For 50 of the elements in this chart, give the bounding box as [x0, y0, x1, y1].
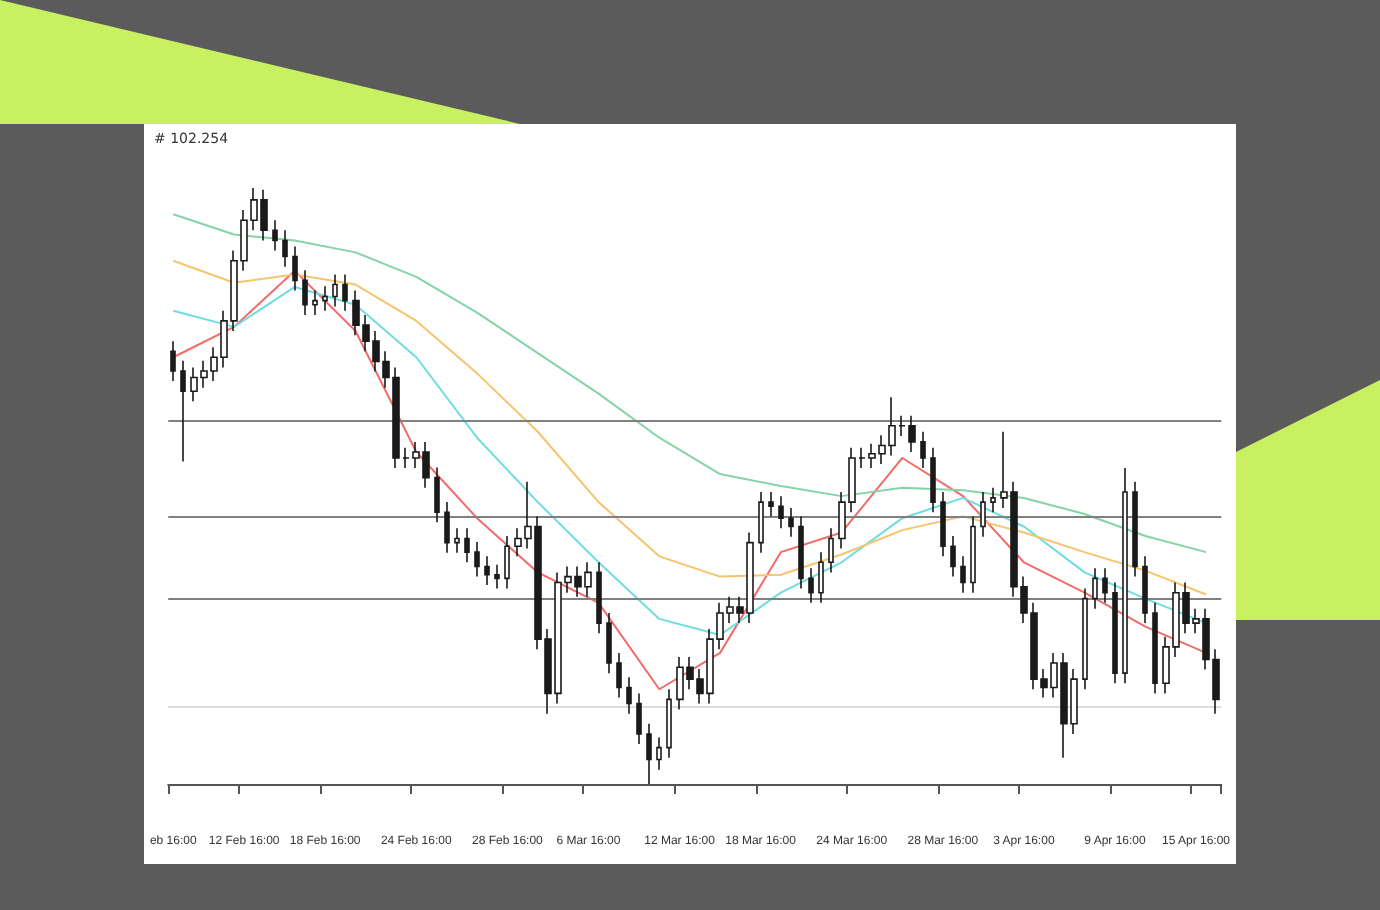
candlestick [980, 491, 986, 538]
candlestick [656, 736, 662, 771]
candlestick [180, 360, 186, 463]
candlestick [332, 273, 338, 308]
candlestick [282, 229, 288, 268]
candlestick [666, 688, 672, 759]
candlestick [798, 515, 804, 590]
candlestick [1112, 581, 1118, 685]
candlestick [272, 219, 278, 252]
candlestick [960, 555, 966, 594]
candlestick [484, 555, 490, 586]
candlestick [474, 541, 480, 578]
candlestick [1152, 602, 1158, 695]
candlestick [1102, 567, 1108, 604]
candlestick [596, 561, 602, 635]
candlestick [940, 491, 946, 558]
candlestick [312, 289, 318, 316]
candlestick [464, 527, 470, 564]
candlestick [930, 447, 936, 514]
candlestick [818, 551, 824, 604]
candlestick [778, 495, 784, 530]
candlestick [616, 652, 622, 699]
candlestick [342, 273, 348, 312]
candlestick [494, 563, 500, 590]
candlestick [788, 507, 794, 538]
candlestick [626, 676, 632, 715]
candlestick [606, 612, 612, 674]
candlestick [1092, 567, 1098, 610]
candlestick [970, 515, 976, 594]
candlestick [950, 535, 956, 578]
candlestick [170, 340, 176, 382]
candlestick [454, 527, 460, 554]
candlestick [1132, 481, 1138, 578]
candlestick [444, 501, 450, 554]
candlestick [302, 269, 308, 316]
candlestick [920, 430, 926, 469]
candlestick [1122, 467, 1128, 685]
candlestick [292, 245, 298, 292]
candlestick [758, 491, 764, 554]
candlestick [1082, 587, 1088, 691]
candlestick [322, 285, 328, 312]
candlestick [990, 486, 996, 514]
candlestick [1142, 555, 1148, 624]
candlestick [504, 535, 510, 590]
candlestick [636, 692, 642, 745]
candlestick [808, 567, 814, 604]
candlestick [434, 466, 440, 524]
candlestick [768, 491, 774, 518]
candlestick [646, 723, 652, 785]
candlestick [828, 527, 834, 574]
